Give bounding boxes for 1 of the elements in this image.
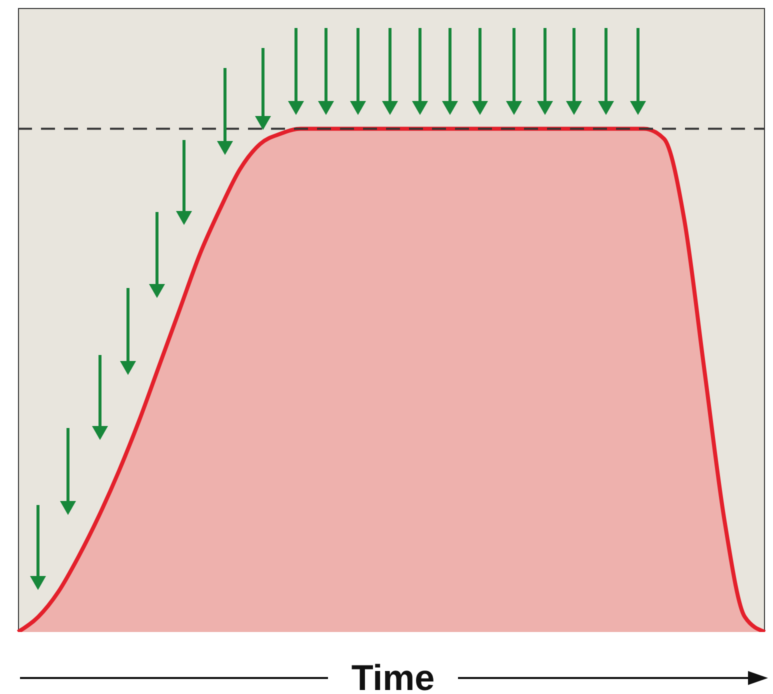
- x-axis-title: Time: [351, 657, 435, 694]
